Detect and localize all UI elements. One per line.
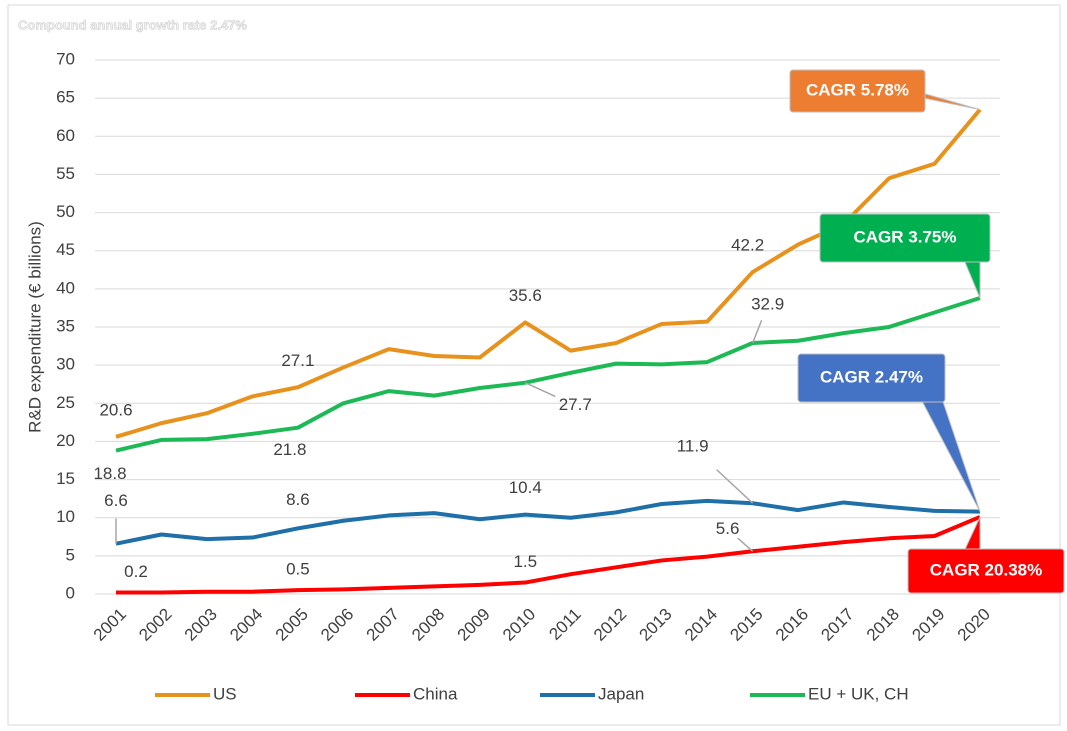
data-label: 18.8: [93, 464, 126, 483]
leader-line: [751, 319, 763, 344]
callout-text: CAGR 2.47%: [820, 367, 923, 386]
y-tick-label: 20: [56, 431, 75, 450]
y-tick-label: 50: [56, 202, 75, 221]
y-tick-label: 55: [56, 164, 75, 183]
data-label: 32.9: [751, 295, 784, 314]
y-tick-label: 0: [66, 583, 75, 602]
y-tick-label: 45: [56, 240, 75, 259]
callout-box: [797, 353, 946, 403]
data-label: 21.8: [273, 440, 306, 459]
data-label: 27.1: [281, 351, 314, 370]
data-label: 0.5: [286, 560, 310, 579]
callout-box: [789, 69, 926, 113]
data-label: 35.6: [509, 286, 542, 305]
series-line: [116, 515, 981, 595]
callout-box: [907, 548, 1065, 594]
callout-box: [819, 213, 991, 263]
callout-text: CAGR 5.78%: [806, 80, 909, 99]
y-tick-label: 70: [56, 49, 75, 68]
legend-label: Japan: [598, 684, 644, 703]
y-tick-label: 35: [56, 316, 75, 335]
y-tick-label: 30: [56, 355, 75, 374]
series-line: [115, 296, 981, 453]
series-line: [115, 498, 981, 546]
data-label: 20.6: [99, 400, 132, 419]
data-label: 11.9: [677, 437, 709, 456]
callout-text: CAGR 20.38%: [930, 560, 1042, 579]
y-tick-label: 40: [56, 278, 75, 297]
y-axis-label: R&D expenditure (€ billions): [25, 221, 44, 433]
y-tick-label: 65: [56, 88, 75, 107]
leader-line: [737, 537, 754, 552]
data-label: 8.6: [286, 490, 310, 509]
y-tick-label: 60: [56, 126, 75, 145]
subtitle: Compound annual growth rate 2.47%: [18, 17, 247, 32]
legend-label: US: [213, 684, 237, 703]
data-label: 27.7: [559, 395, 592, 414]
y-tick-label: 25: [56, 393, 75, 412]
data-label: 5.6: [716, 519, 740, 538]
y-tick-label: 5: [66, 545, 75, 564]
data-label: 6.6: [104, 491, 128, 510]
legend-label: EU + UK, CH: [808, 684, 909, 703]
legend-label: China: [413, 684, 458, 703]
data-label: 0.2: [124, 562, 148, 581]
y-tick-label: 10: [56, 507, 75, 526]
callout-text: CAGR 3.75%: [854, 227, 957, 246]
leader-line: [524, 382, 556, 398]
y-tick-label: 15: [56, 469, 75, 488]
data-label: 42.2: [731, 236, 764, 255]
data-label: 1.5: [513, 552, 537, 571]
leader-line: [716, 469, 754, 504]
data-label: 10.4: [509, 478, 542, 497]
